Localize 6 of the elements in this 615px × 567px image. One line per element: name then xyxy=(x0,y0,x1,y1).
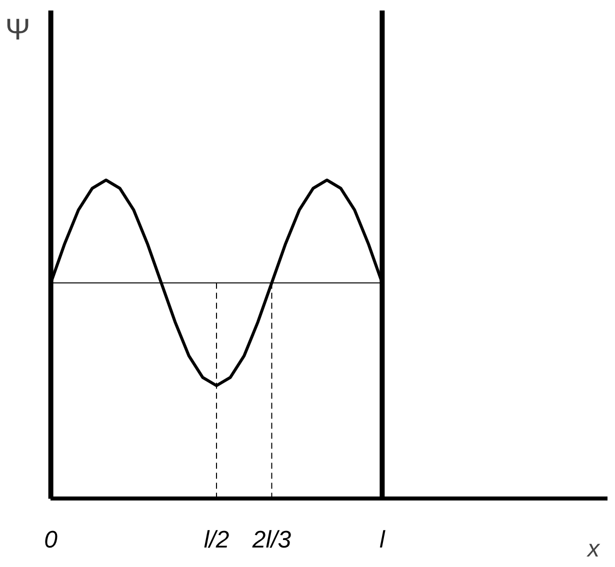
x-tick-label: l/2 xyxy=(204,526,230,554)
x-tick-label: 0 xyxy=(44,526,58,554)
text: x xyxy=(586,535,600,562)
x-tick-label: l xyxy=(380,526,386,554)
x-tick-label: 2l/3 xyxy=(251,526,292,554)
y-axis-title: Ψ xyxy=(5,14,30,47)
